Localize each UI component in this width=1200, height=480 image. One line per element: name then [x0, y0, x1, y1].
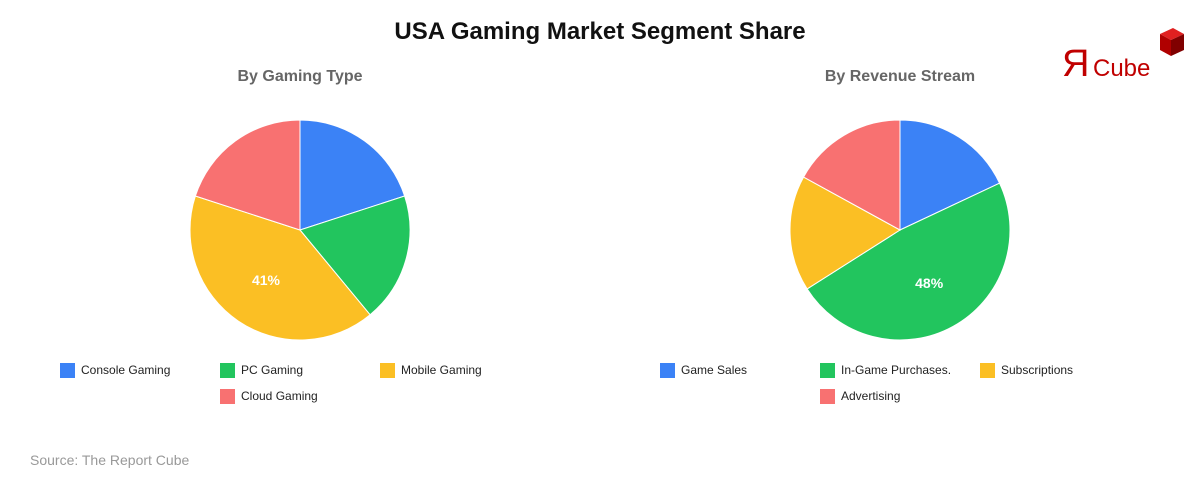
- pie-slice: [899, 120, 1001, 231]
- source-note: Source: The Report Cube: [30, 452, 190, 468]
- chart-2-title: By Revenue Stream: [824, 68, 976, 85]
- chart-title: USA Gaming Market Segment Share: [394, 18, 806, 45]
- legend-item[interactable]: Console Gaming: [60, 362, 170, 378]
- legend-item[interactable]: Game Sales: [660, 362, 747, 378]
- pie-slice: [299, 120, 406, 231]
- legend-swatch: [380, 362, 395, 378]
- legend-label: Cloud Gaming: [241, 389, 318, 403]
- legend-label: Mobile Gaming: [401, 363, 482, 377]
- legend-item[interactable]: Cloud Gaming: [220, 388, 318, 404]
- data-label: 41%: [252, 272, 281, 288]
- pie-slice: [806, 182, 1010, 340]
- legend-swatch: [220, 362, 235, 378]
- pie-slice: [790, 176, 901, 290]
- logo-text: Cube: [1093, 55, 1150, 81]
- legend-swatch: [820, 388, 835, 404]
- legend-label: Game Sales: [681, 363, 748, 377]
- legend-item[interactable]: PC Gaming: [220, 362, 303, 378]
- data-label: 48%: [915, 275, 944, 291]
- pie-chart-revenue-stream: 48%: [790, 120, 1010, 340]
- pie-slice: [802, 120, 901, 231]
- logo-glyph: Я: [1062, 43, 1089, 81]
- legend-label: Console Gaming: [81, 363, 171, 377]
- legend-swatch: [660, 362, 675, 378]
- legend-swatch: [820, 362, 835, 378]
- legend-label: Advertising: [841, 389, 901, 403]
- legend-label: In-Game Purchases.: [841, 363, 952, 377]
- pie-slice: [194, 120, 301, 231]
- pie-chart-gaming-type: 41%: [190, 120, 410, 340]
- legend-swatch: [60, 362, 75, 378]
- chart-1-title: By Gaming Type: [237, 68, 363, 85]
- legend-item[interactable]: In-Game Purchases.: [820, 362, 951, 378]
- legend-item[interactable]: Mobile Gaming: [380, 362, 482, 378]
- legend-swatch: [220, 388, 235, 404]
- legend-swatch: [980, 362, 995, 378]
- pie-slice: [190, 195, 371, 340]
- legend-item[interactable]: Subscriptions: [980, 362, 1073, 378]
- pie-slice: [299, 195, 410, 316]
- legend-label: Subscriptions: [1001, 363, 1074, 377]
- legend-label: PC Gaming: [241, 363, 304, 377]
- legend-item[interactable]: Advertising: [820, 388, 900, 404]
- report-cube-logo: Я Cube: [1062, 28, 1184, 81]
